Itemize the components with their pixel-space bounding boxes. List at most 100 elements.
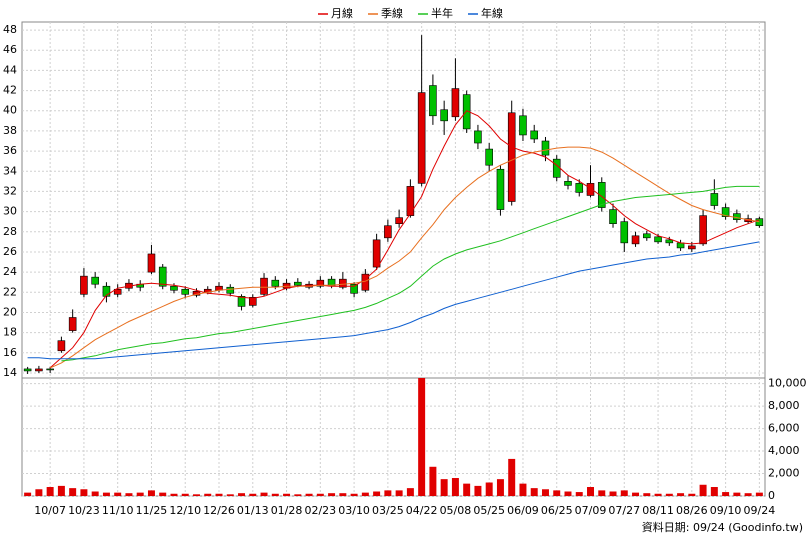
y-tick-label: 20 xyxy=(3,305,17,318)
candle-body xyxy=(654,236,662,243)
volume-bar xyxy=(271,493,279,496)
y-tick-label: 30 xyxy=(3,205,17,218)
volume-bar xyxy=(260,492,268,496)
x-tick-label: 12/10 xyxy=(169,504,201,517)
volume-bar xyxy=(373,491,381,496)
candle-body xyxy=(147,253,156,273)
volume-bar xyxy=(496,479,504,496)
y-tick-label: 14 xyxy=(3,366,17,379)
volume-bar xyxy=(440,479,448,496)
legend-label: 月線 xyxy=(331,6,353,20)
x-tick-label: 05/08 xyxy=(440,504,472,517)
x-tick-label: 03/10 xyxy=(338,504,370,517)
candle-body xyxy=(496,168,505,210)
volume-bar xyxy=(755,492,763,496)
volume-bar xyxy=(238,493,246,496)
volume-bar xyxy=(665,493,673,496)
volume-bar xyxy=(677,493,685,496)
ma-line xyxy=(27,241,760,360)
candle-body xyxy=(451,88,460,118)
volume-bar xyxy=(654,493,662,496)
x-tick-label: 11/25 xyxy=(136,504,168,517)
candle-body xyxy=(271,279,280,287)
candle-body xyxy=(485,148,493,166)
volume-bar xyxy=(541,489,549,496)
y-tick-label: 28 xyxy=(3,225,17,238)
y-tick-label: 36 xyxy=(3,144,17,157)
volume-bar xyxy=(643,493,651,496)
volume-bar xyxy=(722,492,730,496)
candle-body xyxy=(102,285,111,297)
legend-label: 半年 xyxy=(431,6,453,20)
y2-tick-label: 4,000 xyxy=(768,444,800,457)
x-tick-label: 12/26 xyxy=(203,504,235,517)
x-tick-label: 02/23 xyxy=(304,504,336,517)
candle-body xyxy=(541,140,550,156)
volume-bar xyxy=(609,491,617,496)
volume-bar xyxy=(688,493,696,496)
volume-bar xyxy=(35,489,43,496)
x-tick-label: 10/23 xyxy=(68,504,100,517)
y-tick-label: 38 xyxy=(3,124,17,137)
volume-bar xyxy=(46,487,54,496)
volume-bar xyxy=(406,488,414,496)
volume-bar xyxy=(91,491,99,496)
x-tick-label: 03/25 xyxy=(372,504,404,517)
volume-bar xyxy=(249,493,257,496)
candle-body xyxy=(57,340,66,352)
volume-bar xyxy=(328,493,336,496)
y-tick-label: 18 xyxy=(3,326,17,339)
candle-body xyxy=(620,221,629,244)
y2-tick-label: 6,000 xyxy=(768,422,800,435)
volume-bar xyxy=(57,485,65,496)
volume-bar xyxy=(181,493,189,496)
x-tick-label: 08/26 xyxy=(676,504,708,517)
ma-line xyxy=(49,110,760,369)
y-tick-label: 34 xyxy=(3,164,17,177)
candle-body xyxy=(519,115,527,136)
candle-body xyxy=(226,286,235,294)
footnote: 資料日期: 09/24 (Goodinfo.tw) xyxy=(642,520,803,534)
volume-bar xyxy=(564,491,572,496)
candle-body xyxy=(384,225,392,239)
x-tick-label: 08/11 xyxy=(642,504,674,517)
candle-body xyxy=(429,85,437,117)
ma-line xyxy=(49,146,760,369)
candle-body xyxy=(755,218,764,227)
volume-bar xyxy=(575,492,583,496)
volume-bar xyxy=(102,492,110,496)
candle-body xyxy=(294,281,302,286)
volume-bar xyxy=(744,493,752,496)
volume-bar xyxy=(519,483,527,496)
volume-bar xyxy=(226,494,234,496)
candle-body xyxy=(260,277,268,295)
y-tick-label: 16 xyxy=(3,346,17,359)
volume-bar xyxy=(350,493,358,496)
candle-body xyxy=(316,279,325,287)
volume-bar xyxy=(710,487,718,496)
candle-body xyxy=(552,158,561,178)
candle-body xyxy=(46,368,54,371)
x-tick-label: 09/10 xyxy=(710,504,742,517)
volume-bar xyxy=(114,492,122,496)
volume-bar xyxy=(395,490,403,496)
y2-tick-label: 2,000 xyxy=(768,467,800,480)
x-tick-label: 01/28 xyxy=(271,504,303,517)
candle-body xyxy=(575,183,584,193)
volume-bar xyxy=(699,484,707,496)
candle-body xyxy=(665,239,674,244)
volume-bar xyxy=(530,488,538,496)
volume-bar xyxy=(316,493,324,496)
volume-bar xyxy=(204,493,212,496)
volume-bar xyxy=(159,492,167,496)
volume-bar xyxy=(215,493,223,496)
x-tick-label: 09/24 xyxy=(744,504,776,517)
volume-bar xyxy=(632,492,640,496)
volume-bar xyxy=(170,493,178,496)
candle-body xyxy=(181,288,190,295)
volume-bar xyxy=(429,466,437,496)
volume-bar xyxy=(620,490,628,496)
candle-body xyxy=(158,266,167,287)
